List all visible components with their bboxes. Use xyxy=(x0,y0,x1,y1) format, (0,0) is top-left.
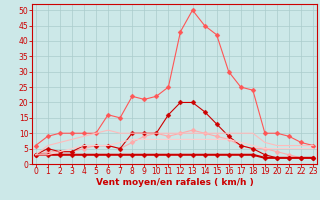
X-axis label: Vent moyen/en rafales ( km/h ): Vent moyen/en rafales ( km/h ) xyxy=(96,178,253,187)
